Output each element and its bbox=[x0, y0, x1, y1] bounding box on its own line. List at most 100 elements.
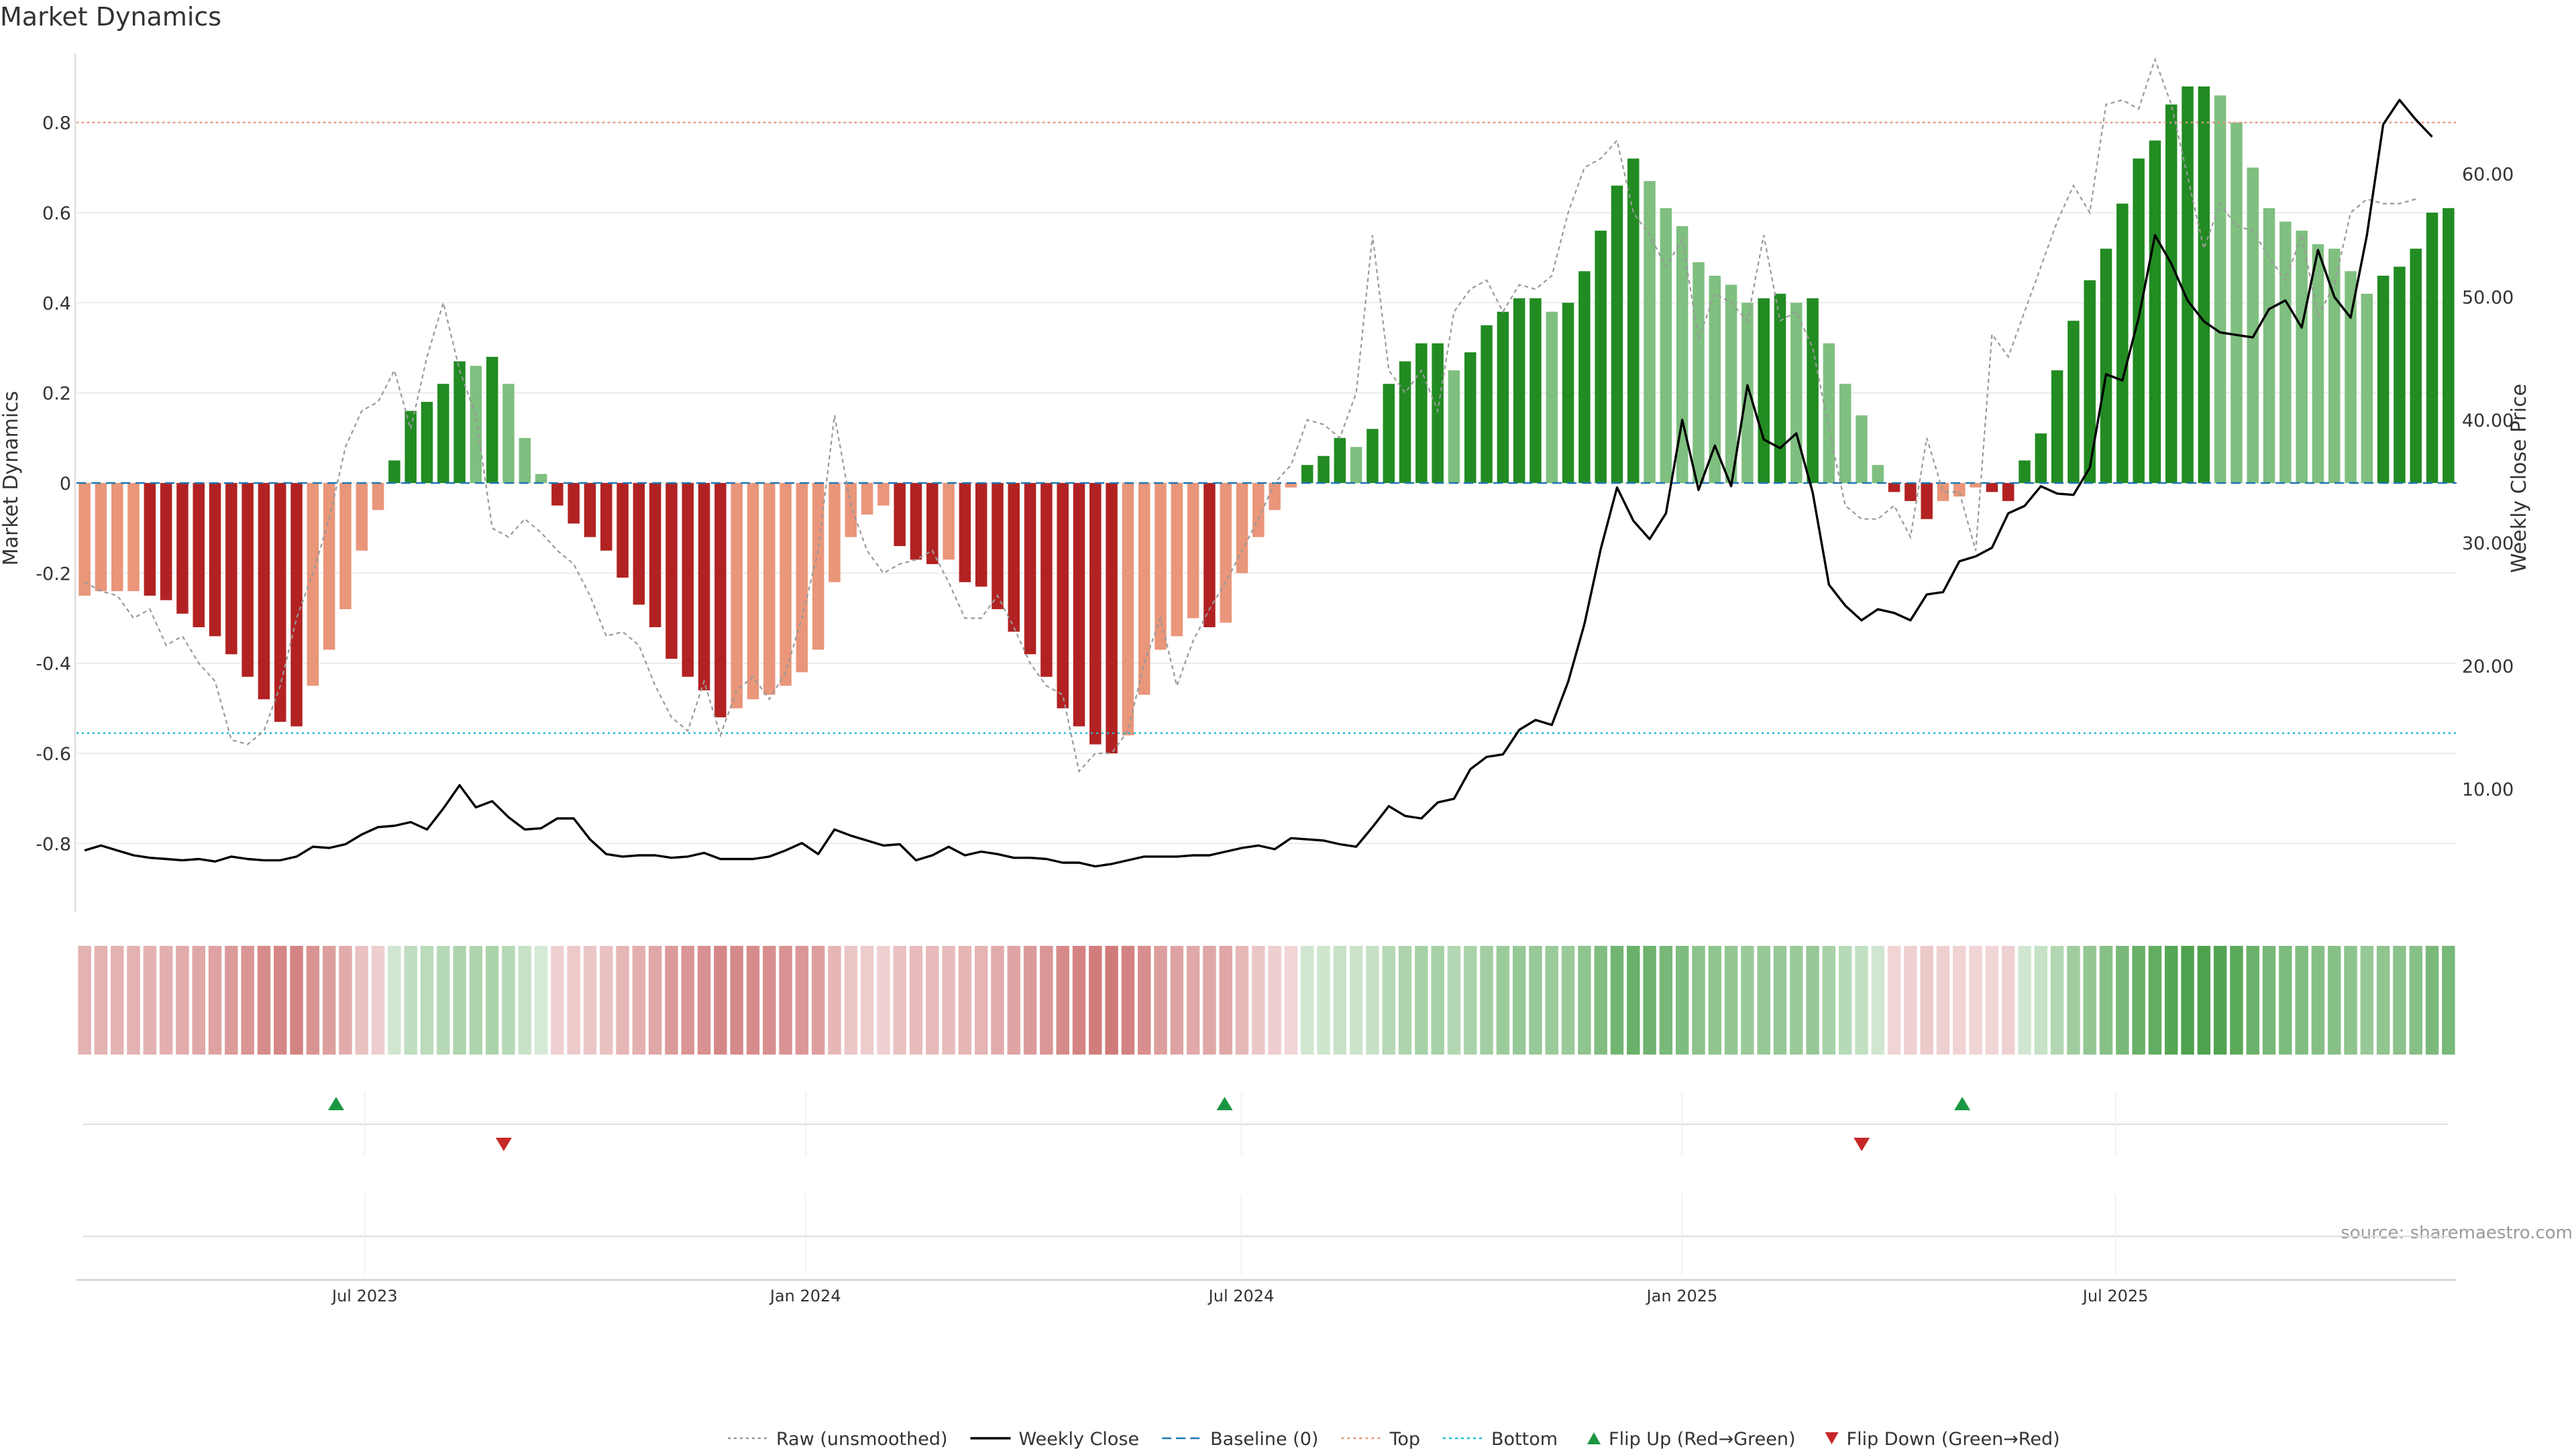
bar bbox=[1399, 361, 1411, 483]
heat-cell bbox=[1512, 946, 1526, 1055]
heat-cell bbox=[1822, 946, 1836, 1055]
heat-cell bbox=[893, 946, 906, 1055]
heat-cell bbox=[2262, 946, 2276, 1055]
heat-cell bbox=[2279, 946, 2292, 1055]
heat-cell bbox=[1023, 946, 1037, 1055]
heat-cell bbox=[1170, 946, 1184, 1055]
heat-cell bbox=[322, 946, 336, 1055]
bar bbox=[274, 483, 286, 722]
bar bbox=[1872, 465, 1884, 483]
heat-cell bbox=[1708, 946, 1722, 1055]
heat-cell bbox=[502, 946, 515, 1055]
bar bbox=[2296, 230, 2308, 483]
bar bbox=[1285, 483, 1297, 488]
heat-cell bbox=[1871, 946, 1885, 1055]
heat-cell bbox=[2213, 946, 2227, 1055]
bar bbox=[926, 483, 938, 564]
bar bbox=[894, 483, 906, 547]
heat-strip bbox=[78, 946, 2455, 1055]
heat-cell bbox=[388, 946, 401, 1055]
heat-cell bbox=[1594, 946, 1607, 1055]
bar bbox=[405, 411, 417, 483]
heat-cell bbox=[1692, 946, 1705, 1055]
heat-cell bbox=[828, 946, 841, 1055]
heat-cell bbox=[1643, 946, 1656, 1055]
heat-cell bbox=[2246, 946, 2259, 1055]
heat-cell bbox=[420, 946, 434, 1055]
heat-cell bbox=[2067, 946, 2080, 1055]
heat-cell bbox=[1301, 946, 1314, 1055]
heat-cell bbox=[2295, 946, 2308, 1055]
heat-cell bbox=[274, 946, 287, 1055]
heat-cell bbox=[909, 946, 923, 1055]
heat-cell bbox=[2376, 946, 2390, 1055]
heat-cell bbox=[2344, 946, 2357, 1055]
bar bbox=[1970, 483, 1982, 488]
bar bbox=[1790, 303, 1803, 483]
heat-cell bbox=[1121, 946, 1135, 1055]
heat-cell bbox=[241, 946, 254, 1055]
y-tick-label-right: 10.00 bbox=[2462, 780, 2514, 800]
bar bbox=[1236, 483, 1248, 574]
heat-cell bbox=[306, 946, 320, 1055]
heat-cell bbox=[2083, 946, 2096, 1055]
heat-cell bbox=[1561, 946, 1575, 1055]
heat-cell bbox=[2409, 946, 2422, 1055]
bar bbox=[470, 366, 482, 483]
bar bbox=[388, 460, 400, 483]
heat-cell bbox=[176, 946, 189, 1055]
x-tick-label: Jul 2023 bbox=[331, 1287, 398, 1305]
bar bbox=[421, 402, 433, 483]
bar bbox=[991, 483, 1004, 610]
bar bbox=[2426, 212, 2438, 483]
bar bbox=[225, 483, 237, 655]
bar bbox=[2410, 248, 2422, 483]
heat-cell bbox=[1724, 946, 1738, 1055]
y-tick-label-left: 0.8 bbox=[42, 113, 71, 134]
bar bbox=[649, 483, 661, 627]
heat-cell bbox=[1496, 946, 1510, 1055]
heat-cell bbox=[926, 946, 939, 1055]
heat-cell bbox=[1105, 946, 1118, 1055]
heat-cell bbox=[257, 946, 271, 1055]
heat-cell bbox=[681, 946, 695, 1055]
bar bbox=[1807, 298, 1819, 483]
bar bbox=[1839, 384, 1851, 483]
bar bbox=[1073, 483, 1085, 727]
heat-cell bbox=[1627, 946, 1640, 1055]
legend: Raw (unsmoothed) Weekly Close Baseline (0)… bbox=[728, 1429, 2060, 1449]
bar bbox=[1334, 437, 1346, 483]
heat-cell bbox=[1578, 946, 1591, 1055]
heat-cell bbox=[1040, 946, 1053, 1055]
bar bbox=[1464, 352, 1477, 483]
bar bbox=[1301, 465, 1313, 483]
heat-cell bbox=[1268, 946, 1281, 1055]
bar bbox=[258, 483, 270, 700]
bar bbox=[1562, 303, 1574, 483]
bars-layer bbox=[78, 86, 2455, 754]
y-tick-label-left: 0.6 bbox=[42, 203, 71, 224]
bar bbox=[828, 483, 841, 582]
heat-cell bbox=[1007, 946, 1021, 1055]
heat-cell bbox=[127, 946, 140, 1055]
heat-cell bbox=[1838, 946, 1852, 1055]
bar bbox=[1595, 230, 1607, 483]
flip-up-marker bbox=[1954, 1097, 1971, 1110]
x-tick-label: Jan 2024 bbox=[769, 1287, 841, 1305]
y-tick-label-left: 0.2 bbox=[42, 384, 71, 405]
legend-item: Weekly Close bbox=[970, 1429, 1139, 1449]
y-tick-label-right: 50.00 bbox=[2462, 287, 2514, 308]
heat-cell bbox=[1920, 946, 1933, 1055]
heat-cell bbox=[616, 946, 629, 1055]
heat-cell bbox=[2034, 946, 2048, 1055]
bar bbox=[502, 384, 515, 483]
heat-cell bbox=[1887, 946, 1901, 1055]
heat-cell bbox=[975, 946, 988, 1055]
bar bbox=[714, 483, 727, 718]
y-tick-label-left: -0.8 bbox=[36, 834, 71, 855]
heat-cell bbox=[1284, 946, 1298, 1055]
heat-cell bbox=[1382, 946, 1395, 1055]
bar bbox=[241, 483, 254, 677]
flip-down-marker bbox=[1854, 1138, 1870, 1151]
heat-cell bbox=[1545, 946, 1558, 1055]
